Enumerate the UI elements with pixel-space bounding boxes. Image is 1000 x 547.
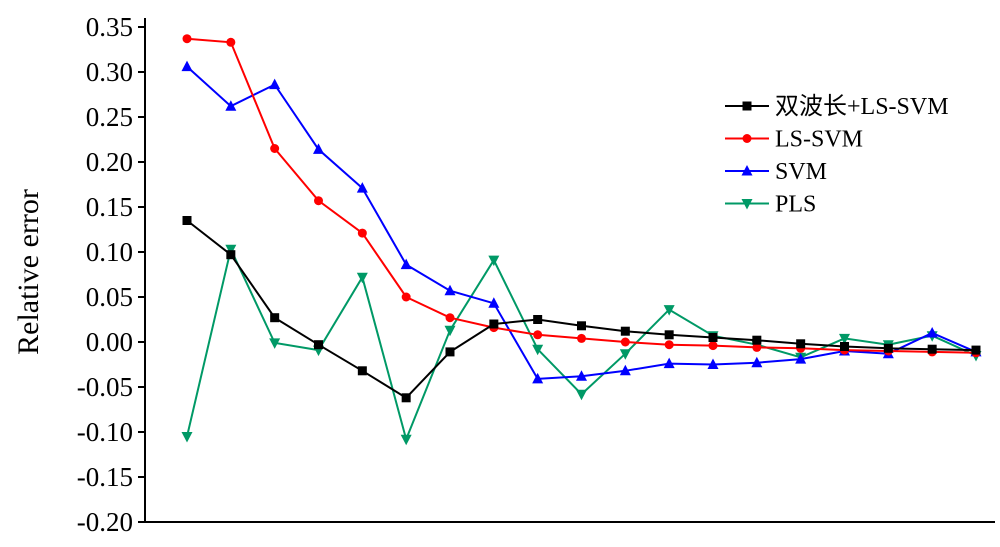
legend-entry: 双波长+LS-SVM bbox=[725, 93, 949, 120]
data-point bbox=[270, 144, 280, 153]
data-point bbox=[752, 342, 762, 352]
data-point bbox=[927, 344, 937, 354]
data-point bbox=[357, 228, 367, 238]
legend-label: 双波长+LS-SVM bbox=[775, 93, 949, 120]
data-point bbox=[445, 313, 455, 323]
y-tick-label: 0.20 bbox=[86, 147, 133, 177]
data-point bbox=[400, 258, 412, 270]
data-point bbox=[532, 372, 544, 384]
data-point bbox=[182, 216, 192, 225]
data-point bbox=[532, 344, 544, 356]
y-tick-label: 0.15 bbox=[86, 192, 133, 222]
data-point bbox=[225, 100, 237, 111]
data-point bbox=[840, 342, 849, 351]
y-axis-title: Relative error bbox=[12, 189, 45, 355]
data-point bbox=[576, 370, 587, 381]
legend: 双波长+LS-SVM LS-SVM SVM PLS bbox=[725, 93, 949, 218]
data-point bbox=[533, 330, 543, 340]
data-point bbox=[314, 340, 323, 350]
legend-marker bbox=[741, 199, 753, 210]
data-point bbox=[225, 244, 237, 256]
data-point bbox=[489, 319, 499, 329]
series-4 bbox=[181, 244, 982, 446]
data-point bbox=[226, 250, 236, 260]
data-point bbox=[752, 335, 762, 345]
legend-label: PLS bbox=[775, 192, 816, 218]
data-point bbox=[401, 393, 411, 403]
data-point bbox=[619, 364, 631, 376]
data-point bbox=[926, 327, 938, 338]
data-point bbox=[226, 37, 236, 47]
axes bbox=[144, 18, 995, 523]
data-point bbox=[707, 358, 719, 369]
y-tick-label: 0.10 bbox=[86, 237, 133, 267]
y-tick-label: 0.35 bbox=[86, 12, 133, 42]
data-point bbox=[971, 345, 981, 355]
data-point bbox=[182, 34, 192, 44]
y-tick-label: -0.05 bbox=[77, 372, 133, 402]
y-tick-label: 0.00 bbox=[86, 327, 133, 357]
data-point bbox=[488, 297, 500, 308]
data-point bbox=[708, 341, 718, 351]
legend-label: SVM bbox=[775, 159, 827, 185]
data-point bbox=[445, 347, 455, 357]
data-point bbox=[444, 325, 456, 337]
data-point bbox=[314, 196, 323, 206]
data-point bbox=[533, 315, 543, 324]
data-point bbox=[270, 313, 280, 323]
legend-entry: PLS bbox=[725, 192, 816, 218]
data-point bbox=[357, 366, 367, 376]
data-point bbox=[751, 356, 763, 368]
y-tick-label: 0.30 bbox=[86, 57, 133, 87]
series-2 bbox=[182, 34, 981, 358]
series-line bbox=[186, 246, 977, 443]
data-point bbox=[356, 272, 368, 284]
data-point bbox=[488, 255, 500, 267]
y-tick-label: -0.10 bbox=[77, 417, 133, 447]
data-point bbox=[313, 143, 324, 154]
legend-marker bbox=[742, 134, 752, 143]
data-point bbox=[576, 389, 587, 401]
legend-entry: SVM bbox=[725, 159, 827, 185]
data-point bbox=[883, 343, 893, 353]
legend-label: LS-SVM bbox=[775, 127, 863, 153]
data-point bbox=[664, 330, 674, 340]
data-point bbox=[577, 321, 586, 331]
y-tick-label: -0.20 bbox=[77, 507, 133, 537]
data-point bbox=[839, 333, 850, 345]
series-1 bbox=[182, 216, 981, 403]
y-axis-ticks: -0.20 -0.15 -0.10 -0.05 0.00 0.05 0.10 0.15 0.20… bbox=[77, 12, 145, 537]
y-tick-label: -0.15 bbox=[77, 462, 133, 492]
series-line bbox=[186, 37, 977, 354]
data-point bbox=[356, 182, 368, 193]
data-point bbox=[577, 333, 586, 343]
y-tick-label: 0.05 bbox=[86, 282, 133, 312]
legend-entry: LS-SVM bbox=[725, 127, 863, 153]
data-point bbox=[708, 333, 718, 342]
data-point bbox=[795, 353, 807, 364]
data-point bbox=[664, 340, 674, 350]
series-layer bbox=[181, 34, 982, 446]
data-point bbox=[401, 292, 411, 302]
data-point bbox=[619, 349, 631, 360]
data-point bbox=[663, 305, 675, 316]
legend-marker bbox=[741, 165, 753, 176]
data-point bbox=[663, 357, 675, 369]
data-point bbox=[620, 337, 630, 347]
data-point bbox=[444, 284, 456, 296]
data-point bbox=[620, 326, 630, 336]
data-point bbox=[269, 338, 281, 349]
data-point bbox=[181, 60, 193, 72]
data-point bbox=[269, 78, 281, 90]
data-point bbox=[796, 339, 806, 349]
data-point bbox=[400, 434, 412, 446]
legend-marker bbox=[742, 101, 752, 111]
y-tick-label: 0.25 bbox=[86, 102, 133, 132]
data-point bbox=[181, 432, 193, 443]
